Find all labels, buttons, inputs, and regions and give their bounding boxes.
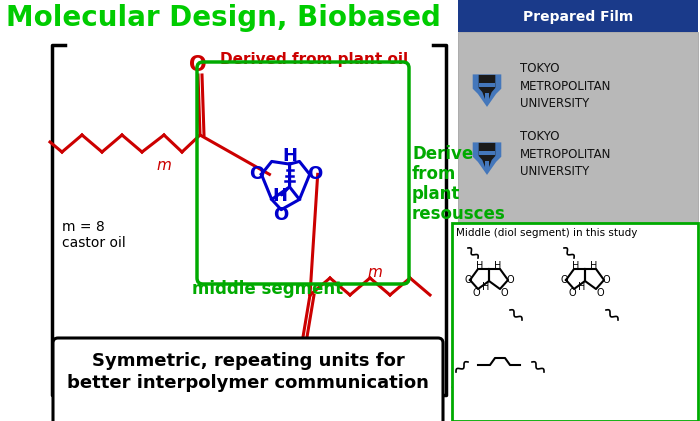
- Text: Symmetric, repeating units for
better interpolymer communication: Symmetric, repeating units for better in…: [67, 352, 429, 392]
- Polygon shape: [473, 75, 501, 107]
- Text: O: O: [500, 288, 508, 298]
- Text: H: H: [573, 261, 580, 271]
- Text: Middle (diol segment) in this study: Middle (diol segment) in this study: [456, 228, 638, 238]
- Polygon shape: [473, 142, 501, 175]
- Text: O: O: [189, 55, 206, 75]
- Text: m = 8
castor oil: m = 8 castor oil: [62, 220, 126, 250]
- Text: derived from
glocose: derived from glocose: [556, 380, 624, 402]
- Text: O: O: [464, 275, 472, 285]
- Text: H: H: [282, 147, 297, 165]
- FancyBboxPatch shape: [480, 151, 495, 155]
- Text: O: O: [473, 288, 480, 298]
- Text: O: O: [274, 206, 289, 224]
- Polygon shape: [479, 143, 496, 172]
- Text: H: H: [476, 261, 484, 271]
- Text: TOKYO
METROPOLITAN
UNIVERSITY: TOKYO METROPOLITAN UNIVERSITY: [520, 62, 611, 110]
- Text: H: H: [590, 261, 598, 271]
- Text: O: O: [468, 363, 476, 373]
- FancyBboxPatch shape: [485, 93, 489, 104]
- Text: O: O: [560, 275, 568, 285]
- FancyBboxPatch shape: [458, 32, 698, 222]
- Text: Molecular Design, Biobased: Molecular Design, Biobased: [6, 4, 441, 32]
- FancyBboxPatch shape: [480, 83, 495, 88]
- Text: O: O: [249, 165, 265, 184]
- Text: H: H: [272, 187, 288, 205]
- Text: O: O: [506, 275, 514, 285]
- Text: TOKYO
METROPOLITAN
UNIVERSITY: TOKYO METROPOLITAN UNIVERSITY: [520, 130, 611, 178]
- Text: H: H: [482, 282, 490, 292]
- Text: H: H: [578, 282, 586, 292]
- FancyBboxPatch shape: [458, 0, 698, 32]
- Text: middle segment: middle segment: [193, 280, 344, 298]
- Text: O: O: [602, 275, 610, 285]
- Text: H: H: [494, 261, 502, 271]
- Text: O: O: [568, 288, 576, 298]
- Text: O: O: [522, 363, 530, 373]
- FancyBboxPatch shape: [452, 223, 698, 421]
- Text: O: O: [596, 288, 604, 298]
- Text: O: O: [291, 375, 309, 395]
- Text: Derived from plant oil: Derived from plant oil: [220, 52, 408, 67]
- Text: n: n: [450, 376, 460, 391]
- FancyBboxPatch shape: [53, 338, 443, 421]
- Text: Derived
from
plant
resousces: Derived from plant resousces: [412, 145, 505, 223]
- FancyBboxPatch shape: [485, 160, 489, 171]
- Text: m: m: [157, 158, 172, 173]
- Polygon shape: [479, 75, 496, 104]
- Text: m: m: [368, 265, 382, 280]
- Text: Prepared Film: Prepared Film: [523, 10, 633, 24]
- Text: O: O: [307, 165, 322, 184]
